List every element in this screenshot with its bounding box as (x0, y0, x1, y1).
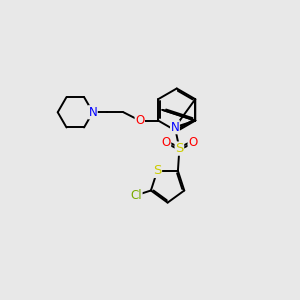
Text: N: N (171, 121, 179, 134)
Text: N: N (88, 106, 97, 119)
Text: S: S (175, 142, 184, 155)
Text: O: O (161, 136, 171, 148)
Text: O: O (188, 136, 197, 148)
Text: Cl: Cl (130, 189, 142, 202)
Text: S: S (153, 164, 161, 177)
Text: O: O (135, 114, 144, 127)
